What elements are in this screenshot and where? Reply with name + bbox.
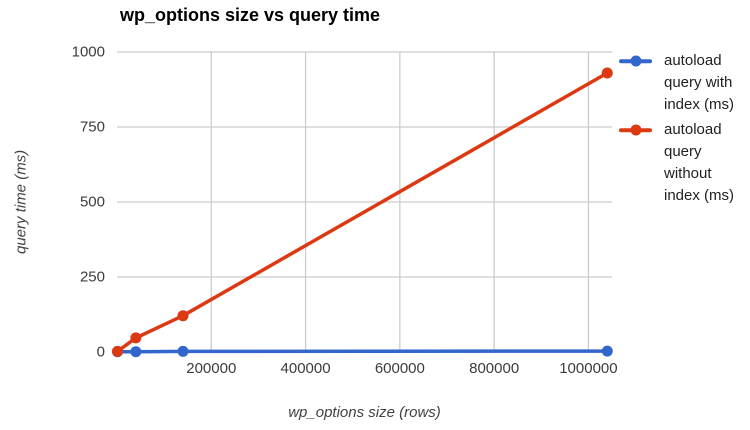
- y-tick-label: 500: [79, 193, 105, 211]
- data-point-without-index: [601, 67, 613, 79]
- legend-marker-without-index: [619, 119, 652, 141]
- chart-title: wp_options size vs query time: [120, 5, 381, 25]
- data-point-without-index: [130, 332, 142, 344]
- x-tick-label: 400000: [280, 360, 331, 377]
- data-point-without-index: [177, 310, 189, 322]
- y-tick-label: 250: [79, 268, 105, 286]
- x-tick-label: 1000000: [559, 360, 618, 377]
- x-axis-title: wp_options size (rows): [288, 404, 441, 421]
- data-point-without-index: [111, 345, 123, 357]
- y-tick-label: 1000: [71, 43, 105, 61]
- data-point-with-index: [177, 345, 189, 357]
- dot-swatch-icon: [630, 55, 641, 67]
- series-line-without-index: [115, 71, 610, 354]
- legend-item-label: autoload query without index (ms): [664, 121, 735, 204]
- y-tick-label: 0: [96, 343, 105, 361]
- y-tick-label: 750: [79, 118, 105, 136]
- dot-swatch-icon: [630, 124, 641, 136]
- legend: autoload query with index (ms) autoload …: [619, 50, 749, 210]
- legend-item-label: autoload query with index (ms): [664, 52, 735, 113]
- x-tick-label: 200000: [186, 360, 237, 377]
- legend-marker-with-index: [619, 50, 652, 72]
- legend-item-with-index: autoload query with index (ms): [619, 50, 749, 116]
- data-point-with-index: [601, 345, 613, 357]
- x-tick-label: 800000: [469, 360, 520, 377]
- legend-item-without-index: autoload query without index (ms): [619, 119, 749, 207]
- x-tick-label: 600000: [374, 360, 425, 377]
- data-point-with-index: [130, 346, 142, 358]
- series-line-with-index: [115, 349, 610, 354]
